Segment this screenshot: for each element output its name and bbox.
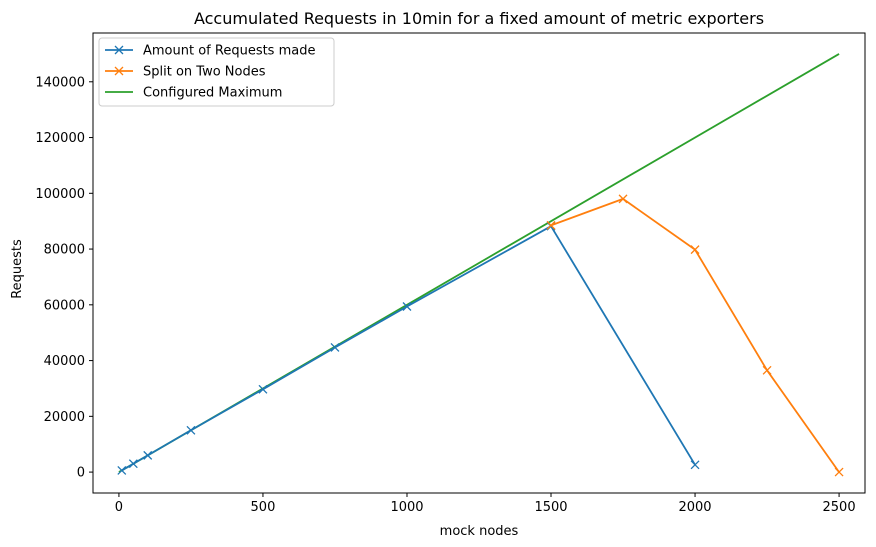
chart-title: Accumulated Requests in 10min for a fixe… [194, 9, 764, 28]
data-point-marker [143, 450, 153, 460]
series-line [550, 197, 840, 473]
series-1 [546, 194, 844, 477]
y-axis: 0 20000 40000 60000 80000 100000 120000 140000 [35, 75, 93, 481]
x-axis-title: mock nodes [440, 524, 519, 539]
data-point-marker [330, 343, 340, 352]
y-tick-label: 140000 [35, 75, 85, 90]
data-point-marker [762, 365, 772, 375]
x-axis: 0 500 1000 1500 2000 2500 [115, 493, 856, 515]
data-point-marker [618, 194, 628, 204]
series-line [121, 225, 696, 472]
legend: Amount of Requests made Split on Two Node… [98, 37, 335, 107]
y-tick-label: 120000 [35, 131, 85, 146]
legend-item: Amount of Requests made [105, 44, 315, 59]
y-tick-label: 80000 [44, 243, 85, 258]
data-point-marker [690, 460, 700, 470]
data-point-marker [834, 467, 844, 477]
y-tick-label: 0 [77, 466, 85, 481]
data-point-marker [546, 220, 556, 230]
data-point-marker [690, 245, 700, 255]
x-tick-label: 1000 [390, 500, 423, 515]
legend-marker [114, 66, 124, 76]
x-tick-label: 2500 [823, 500, 856, 515]
plot-area-frame [92, 32, 866, 494]
data-point-marker [186, 425, 196, 435]
legend-label: Configured Maximum [143, 86, 282, 101]
legend-item: Configured Maximum [105, 86, 282, 101]
legend-marker [114, 45, 124, 55]
y-tick-label: 20000 [44, 410, 85, 425]
y-axis-title: Requests [10, 239, 25, 299]
legend-frame [98, 37, 335, 107]
y-tick-label: 40000 [44, 354, 85, 369]
x-tick-label: 0 [115, 500, 123, 515]
x-tick-label: 500 [251, 500, 276, 515]
data-point-marker [128, 459, 138, 469]
data-point-marker [258, 384, 268, 394]
legend-label: Split on Two Nodes [143, 65, 266, 80]
series-0 [117, 221, 700, 475]
y-tick-label: 60000 [44, 298, 85, 313]
series-layer [117, 53, 844, 477]
x-tick-label: 1500 [534, 500, 567, 515]
data-point-marker [117, 465, 127, 475]
legend-item: Split on Two Nodes [105, 65, 266, 80]
y-tick-label: 100000 [35, 187, 85, 202]
legend-label: Amount of Requests made [143, 44, 315, 59]
x-tick-label: 2000 [678, 500, 711, 515]
data-point-marker [402, 302, 412, 311]
